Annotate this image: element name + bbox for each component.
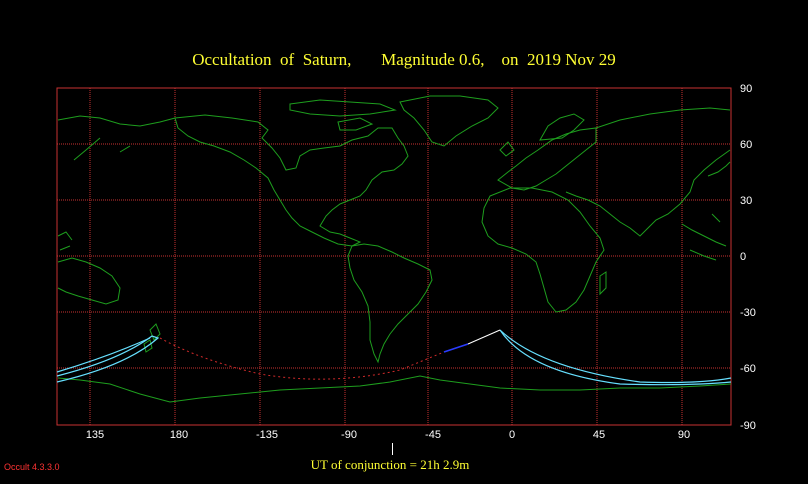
conjunction-time: UT of conjunction = 21h 2.9m [310, 457, 470, 472]
path-twilight [443, 343, 469, 353]
coast-north-america [174, 114, 409, 247]
coast-greenland [399, 95, 499, 147]
conjunction-marker [392, 443, 393, 455]
coast-se-asia [681, 213, 727, 261]
y-tick-label: -60 [740, 363, 756, 375]
x-tick-label: -45 [425, 429, 441, 441]
chart-title: Occultation of Saturn, Magnitude 0.6, on… [192, 50, 616, 69]
coast-japan [707, 161, 731, 177]
coast-alaska [57, 115, 176, 161]
y-tick-label: 60 [740, 139, 753, 151]
y-tick-label: -90 [740, 420, 756, 432]
x-tick-label: 90 [677, 429, 691, 441]
y-tick-label: -30 [740, 307, 756, 319]
limit-curve-east-inner [499, 329, 732, 386]
coast-africa [481, 187, 605, 313]
limit-curve-west-inner [56, 337, 151, 373]
coast-madagascar [599, 271, 607, 296]
coast-pacific-islands [57, 231, 73, 251]
x-tick-label: 135 [85, 429, 105, 441]
x-tick-label: 45 [592, 429, 606, 441]
x-tick-label: 0 [508, 429, 516, 441]
y-tick-label: 0 [740, 251, 747, 263]
x-tick-label: 180 [169, 429, 189, 441]
x-tick-label: -135 [255, 429, 279, 441]
y-tick-label: 30 [740, 195, 753, 207]
coast-antarctica [57, 375, 732, 403]
coast-scandinavia [539, 113, 585, 141]
limit-curves [56, 329, 732, 386]
limit-curve-west-outer [56, 335, 160, 383]
y-tick-label: 90 [740, 83, 753, 95]
coast-australia [57, 257, 121, 305]
limit-curve-east-outer [499, 329, 732, 384]
coast-europe [497, 127, 597, 191]
coast-south-america [347, 243, 433, 364]
grid-lines [57, 88, 731, 425]
coastlines [57, 95, 732, 403]
coast-arctic-islands [289, 99, 397, 131]
path-daylight [467, 329, 501, 345]
path-night [159, 337, 445, 380]
coast-asia [565, 107, 731, 237]
version-label: Occult 4.3.3.0 [4, 462, 60, 472]
x-tick-label: -90 [341, 429, 357, 441]
